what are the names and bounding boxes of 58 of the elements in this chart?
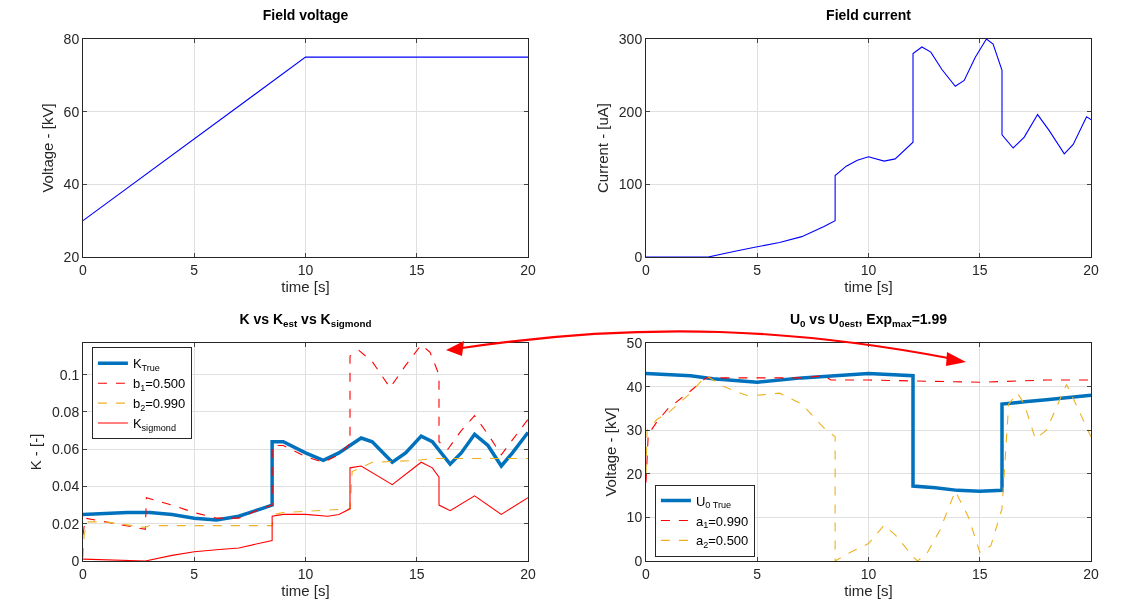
x-tick-label: 20 — [520, 261, 536, 278]
x-tick-label: 5 — [753, 565, 762, 582]
y-tick-label: 40 — [626, 378, 643, 395]
chart-title: U$_{0}$ vs U$_{0est}$, Exp$_{max}$=1.99 — [789, 311, 948, 330]
line-series — [646, 375, 1091, 561]
x-axis-title: time [s] — [844, 277, 893, 295]
x-tick-label: 10 — [860, 565, 877, 582]
legend-label: K$_{sigmond}$ — [132, 416, 176, 433]
y-axis-title: Current - [uA] — [594, 102, 612, 194]
y-tick-label: 10 — [626, 509, 643, 526]
y-axis-title: Voltage - [kV] — [601, 407, 619, 497]
y-tick-label: 50 — [626, 334, 643, 351]
x-axis-title: time [s] — [281, 581, 330, 599]
x-axis-title: time [s] — [844, 581, 893, 599]
legend-label: a$_{2}$=0.500 — [695, 533, 749, 551]
x-tick-label: 5 — [190, 261, 199, 278]
legend-label: a$_{1}$=0.990 — [695, 513, 749, 531]
x-tick-label: 10 — [297, 261, 314, 278]
y-axis-title: Voltage - [kV] — [38, 103, 56, 193]
y-tick-label: 20 — [63, 248, 80, 265]
y-tick-label: 200 — [618, 103, 643, 120]
y-tick-label: 0.08 — [51, 403, 80, 420]
y-tick-label: 40 — [63, 176, 80, 193]
chart-title: Field current — [826, 7, 912, 24]
legend-label: b$_{2}$=0.990 — [132, 396, 186, 413]
y-tick-label: 30 — [626, 422, 643, 439]
x-tick-label: 10 — [860, 261, 877, 278]
y-tick-label: 0 — [634, 248, 643, 265]
x-tick-label: 20 — [520, 565, 536, 582]
x-axis-title: time [s] — [281, 277, 330, 295]
line-series — [646, 39, 1091, 257]
y-tick-label: 20 — [626, 465, 643, 482]
x-tick-label: 5 — [753, 261, 762, 278]
y-tick-label: 80 — [63, 30, 80, 47]
y-tick-label: 0 — [634, 552, 643, 569]
legend-label: K$_{True}$ — [132, 356, 160, 374]
y-tick-label: 0 — [71, 552, 80, 569]
x-tick-label: 20 — [1083, 261, 1099, 278]
legend-label: b$_{1}$=0.500 — [132, 376, 186, 394]
y-axis-title: K - [-] — [27, 433, 45, 471]
line-series — [83, 344, 528, 536]
y-tick-label: 0.04 — [51, 478, 80, 495]
y-tick-label: 300 — [618, 30, 643, 47]
y-tick-label: 0.06 — [51, 441, 80, 458]
x-tick-label: 20 — [1083, 565, 1099, 582]
y-tick-label: 60 — [63, 103, 80, 120]
x-tick-label: 15 — [408, 565, 425, 582]
x-tick-label: 15 — [971, 261, 988, 278]
x-tick-label: 15 — [408, 261, 425, 278]
legend-label: U$_{0 True}$ — [695, 493, 732, 511]
chart-title: K vs K$_{est}$ vs K$_{sigmond}$ — [239, 311, 372, 330]
x-tick-label: 5 — [190, 565, 199, 582]
y-tick-label: 0.02 — [51, 515, 80, 532]
x-tick-label: 15 — [971, 565, 988, 582]
y-tick-label: 100 — [618, 176, 643, 193]
y-tick-label: 0.1 — [59, 366, 80, 383]
chart-title: Field voltage — [262, 7, 349, 24]
x-tick-label: 10 — [297, 565, 314, 582]
